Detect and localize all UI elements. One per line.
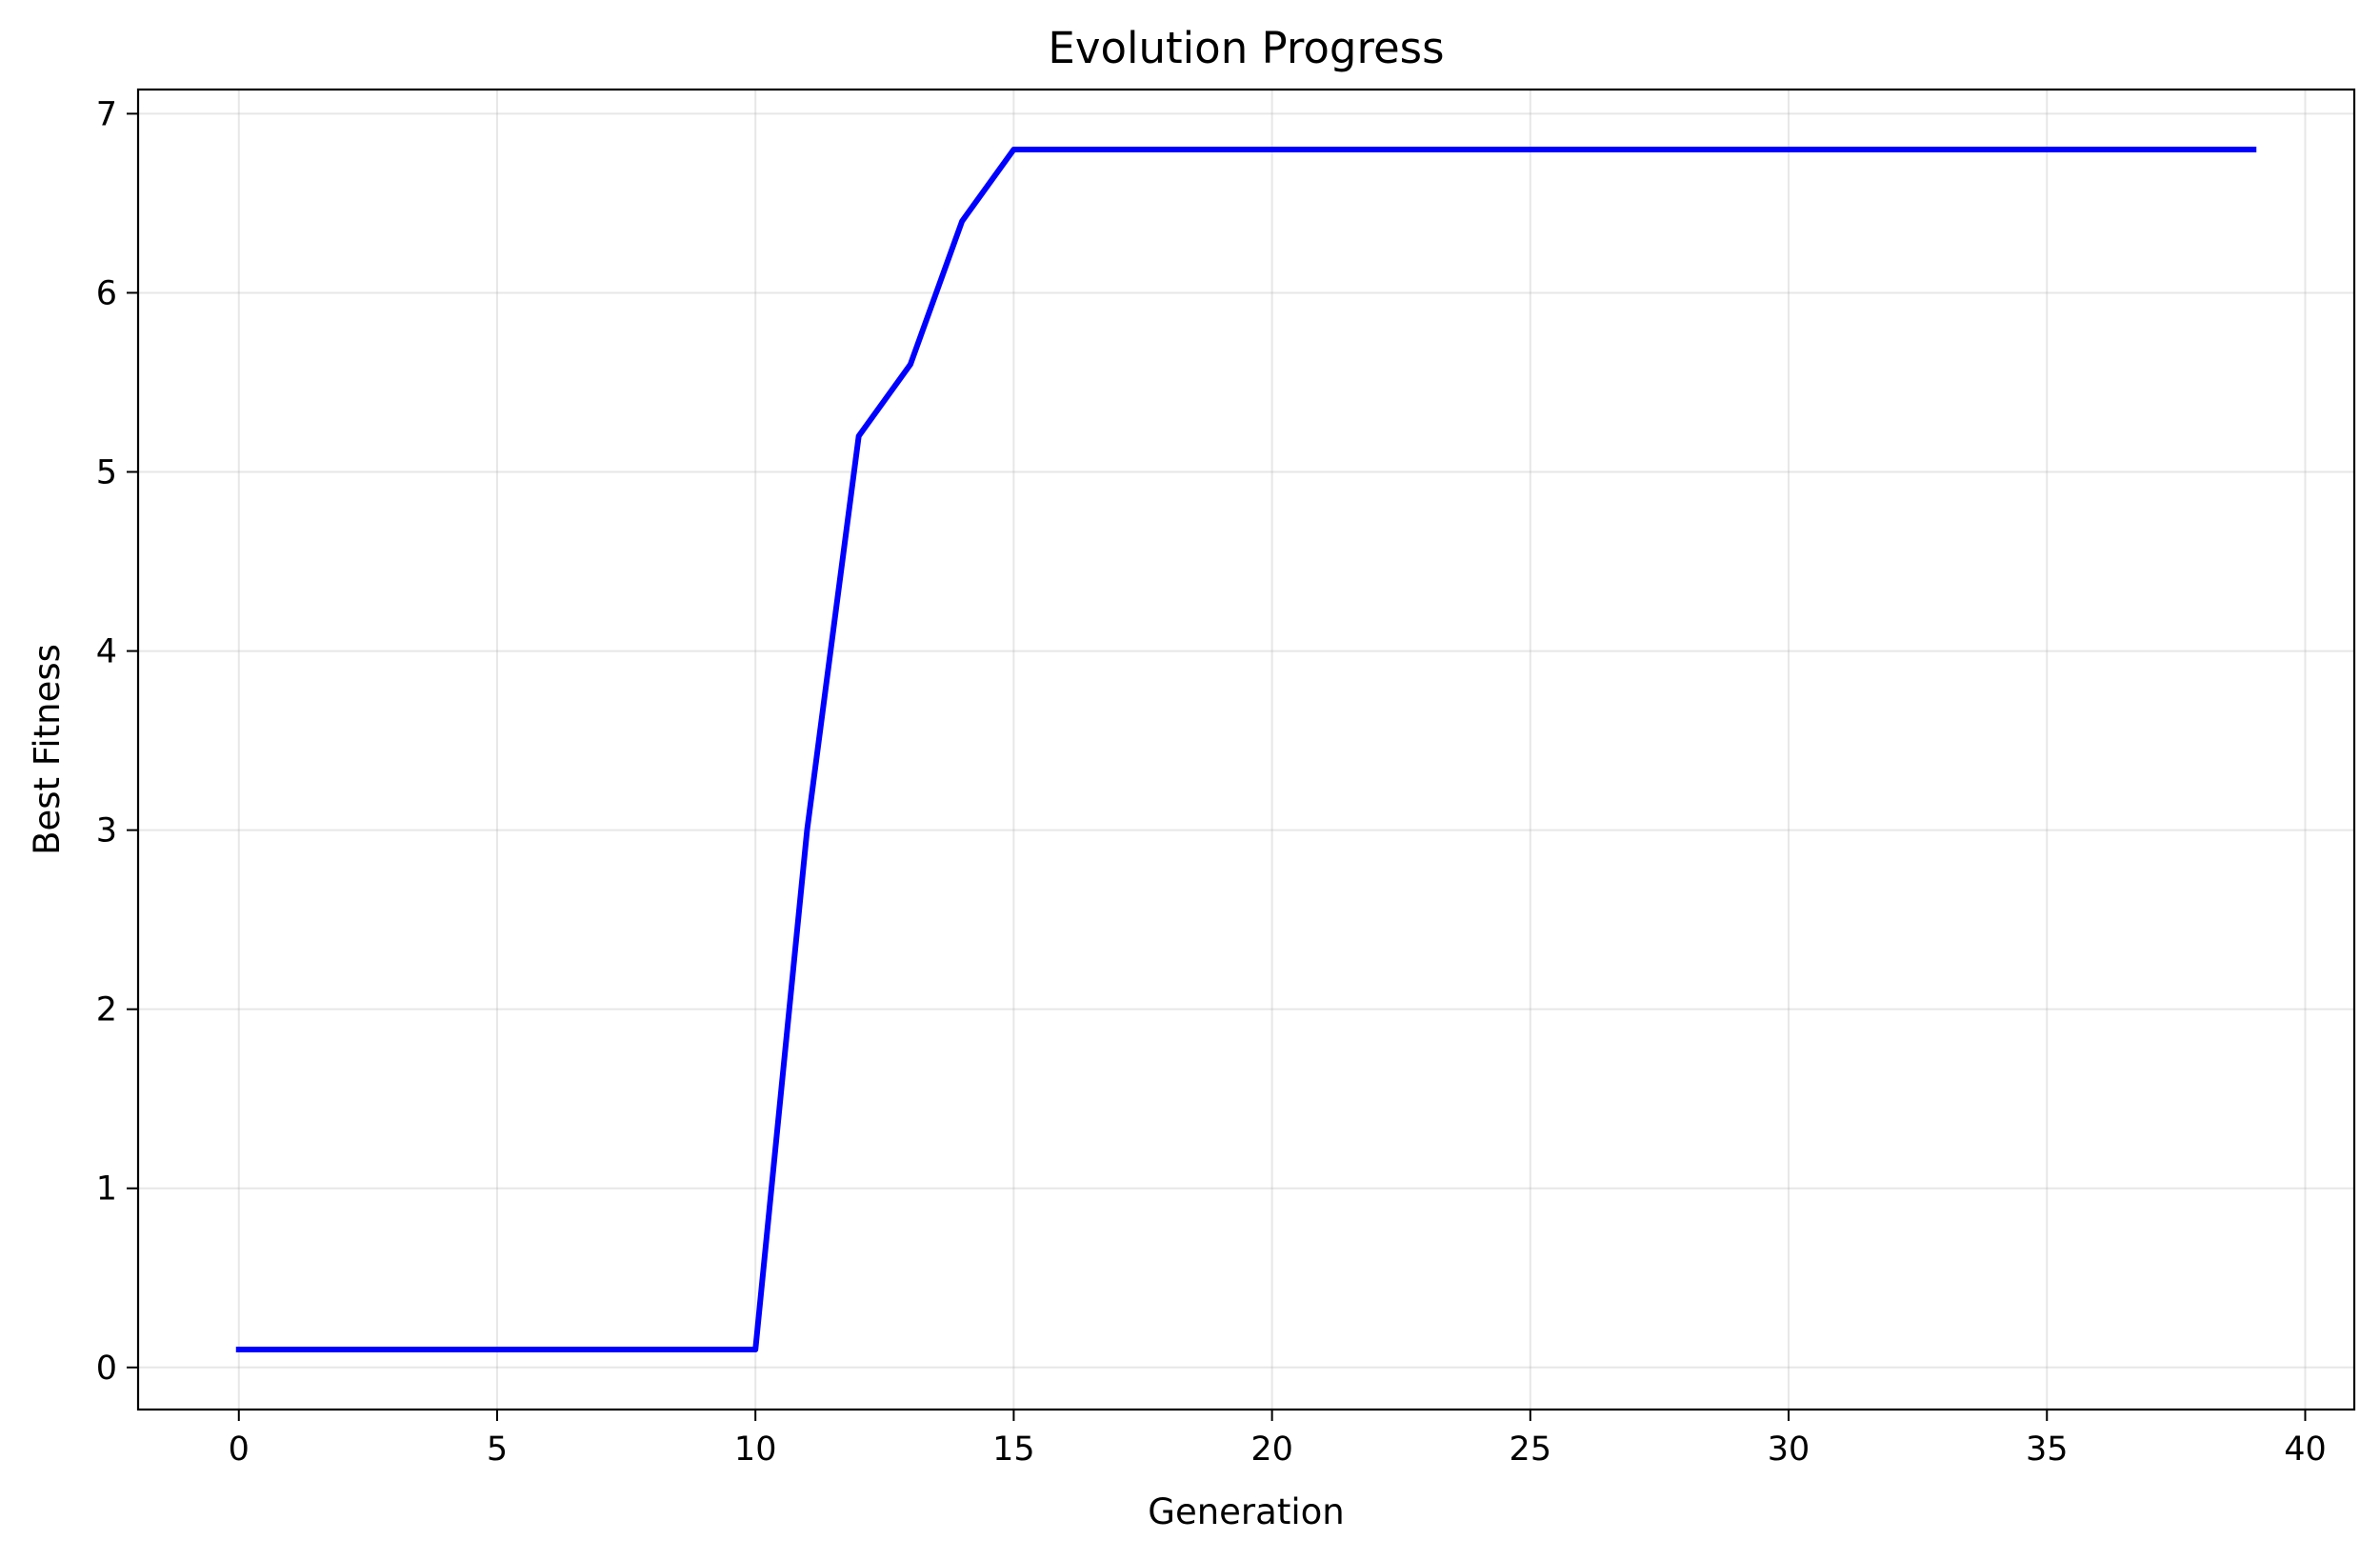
x-tick-label: 20 (1250, 1430, 1293, 1469)
series-layer (235, 147, 2257, 1352)
plot-frame (136, 88, 2356, 1411)
y-tick-label: 7 (96, 95, 117, 133)
x-tick-label: 10 (734, 1430, 777, 1469)
ticks: 0 5 10 15 20 25 30 35 40 0 1 2 3 4 5 6 7 (96, 95, 2327, 1469)
x-axis-label: Generation (1148, 1491, 1344, 1532)
y-tick-label: 5 (96, 454, 117, 492)
y-tick-label: 3 (96, 812, 117, 850)
chart-title: Evolution Progress (1048, 23, 1444, 73)
x-tick-label: 0 (229, 1430, 250, 1469)
x-tick-label: 40 (2284, 1430, 2327, 1469)
y-tick-label: 6 (96, 274, 117, 312)
y-tick-label: 0 (96, 1350, 117, 1388)
y-axis-label: Best Fitness (27, 644, 68, 855)
series-line (235, 147, 2257, 1352)
x-tick-label: 15 (992, 1430, 1035, 1469)
x-tick-label: 30 (1768, 1430, 1810, 1469)
y-tick-label: 1 (96, 1170, 117, 1209)
x-tick-label: 35 (2026, 1430, 2069, 1469)
x-tick-label: 5 (487, 1430, 508, 1469)
y-tick-label: 4 (96, 633, 117, 671)
y-tick-label: 2 (96, 991, 117, 1030)
grid (138, 90, 2354, 1410)
x-tick-label: 25 (1510, 1430, 1552, 1469)
